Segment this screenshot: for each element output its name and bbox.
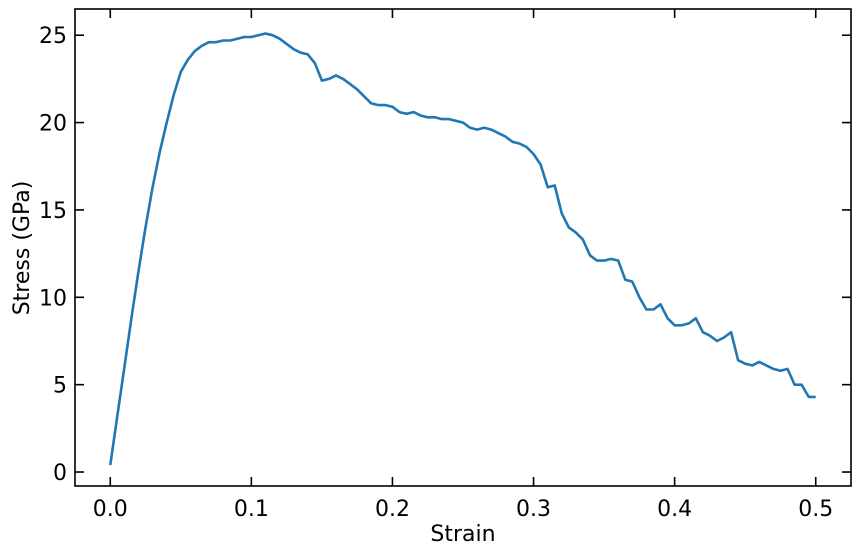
y-tick-label-4: 20 [39,112,67,137]
plot-frame [74,8,852,487]
y-axis-label: Stress (GPa) [10,181,35,316]
y-tick-label-3: 15 [39,199,67,224]
x-tick-label-1: 0.1 [234,497,269,522]
x-tick-label-3: 0.3 [516,497,551,522]
y-tick-label-5: 25 [39,24,67,49]
x-tick-label-5: 0.5 [798,497,833,522]
plot-background [75,9,851,486]
y-tick-label-0: 0 [53,461,67,486]
series-line-0 [109,32,816,466]
series-layer [109,32,816,466]
x-tick-label-2: 0.2 [375,497,410,522]
x-tick-label-4: 0.4 [657,497,692,522]
y-tick-label-2: 10 [39,286,67,311]
x-tick-label-0: 0.0 [93,497,128,522]
y-axis-ticks: 0 5 10 15 20 25 [39,24,851,486]
y-tick-label-1: 5 [53,374,67,399]
x-axis-ticks: 0.0 0.1 0.2 0.3 0.4 0.5 [93,9,833,522]
x-axis-label: Strain [430,522,495,547]
